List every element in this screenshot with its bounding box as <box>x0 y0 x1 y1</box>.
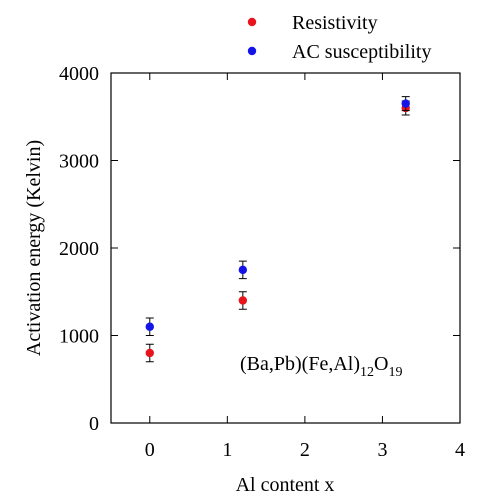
legend-marker <box>247 17 257 27</box>
x-tick-label: 1 <box>222 439 232 461</box>
annotation-prefix: (Ba,Pb)(Fe,Al) <box>240 353 360 375</box>
data-point <box>401 99 410 108</box>
x-tick-label: 3 <box>377 439 387 461</box>
compound-annotation: (Ba,Pb)(Fe,Al)12O19 <box>240 353 402 380</box>
annotation-mid: O <box>374 353 388 375</box>
data-point <box>145 322 154 331</box>
y-axis-label: Activation energy (Kelvin) <box>23 140 45 356</box>
y-tick-label: 0 <box>89 413 99 435</box>
y-tick-label: 3000 <box>59 151 99 173</box>
data-point <box>145 348 154 358</box>
y-tick-label: 1000 <box>59 326 99 348</box>
x-axis-label: Al content x <box>236 474 335 496</box>
x-tick-label: 4 <box>455 439 465 461</box>
x-tick-label: 0 <box>145 439 155 461</box>
y-tick-label: 2000 <box>59 238 99 260</box>
y-tick-label: 4000 <box>59 63 99 85</box>
legend-label: AC susceptibility <box>292 41 431 63</box>
x-tick-label: 2 <box>300 439 310 461</box>
annotation-subscript-2: 19 <box>388 365 402 380</box>
data-points <box>145 96 410 363</box>
legend: Resistivity AC susceptibility <box>247 12 431 63</box>
legend-marker <box>247 46 257 56</box>
data-point <box>238 296 248 305</box>
annotation-subscript-1: 12 <box>360 365 374 380</box>
data-point <box>238 265 248 275</box>
legend-label: Resistivity <box>292 12 378 34</box>
